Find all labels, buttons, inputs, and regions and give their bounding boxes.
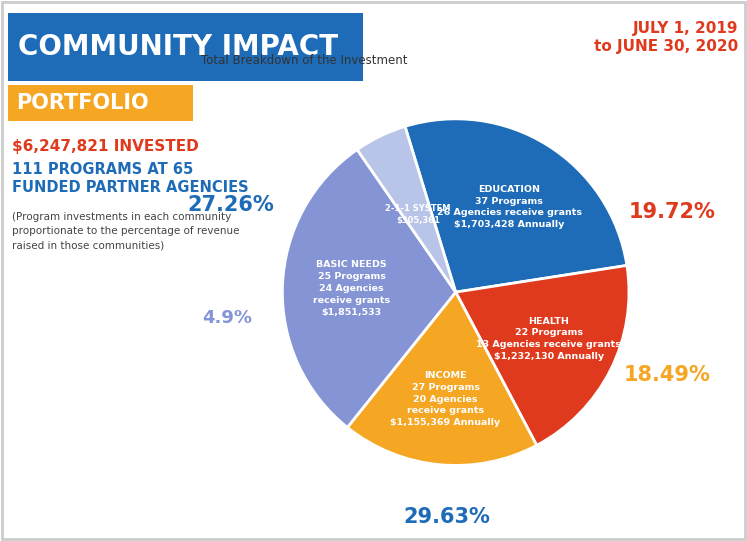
Text: PORTFOLIO: PORTFOLIO [16,93,149,113]
Text: COMMUNITY IMPACT: COMMUNITY IMPACT [18,33,338,61]
Wedge shape [347,292,536,465]
Text: HEALTH
22 Programs
13 Agencies receive grants
$1,232,130 Annually: HEALTH 22 Programs 13 Agencies receive g… [476,316,621,361]
Text: Total Breakdown of the Investment: Total Breakdown of the Investment [201,54,407,67]
Text: 111 PROGRAMS AT 65: 111 PROGRAMS AT 65 [12,162,193,176]
Text: 2-1-1 SYSTEM
$305,361: 2-1-1 SYSTEM $305,361 [385,204,450,225]
Text: EDUCATION
37 Programs
26 Agencies receive grants
$1,703,428 Annually: EDUCATION 37 Programs 26 Agencies receiv… [436,185,581,229]
Text: $6,247,821 INVESTED: $6,247,821 INVESTED [12,138,199,154]
Wedge shape [405,119,627,292]
Text: (Program investments in each community
proportionate to the percentage of revenu: (Program investments in each community p… [12,212,240,250]
Bar [8,13,363,81]
Wedge shape [282,149,456,427]
Text: FUNDED PARTNER AGENCIES: FUNDED PARTNER AGENCIES [12,180,249,195]
Text: to JUNE 30, 2020: to JUNE 30, 2020 [594,38,738,54]
Text: 29.63%: 29.63% [403,507,491,527]
Text: BASIC NEEDS
25 Programs
24 Agencies
receive grants
$1,851,533: BASIC NEEDS 25 Programs 24 Agencies rece… [313,260,391,316]
Wedge shape [357,127,456,292]
Text: 27.26%: 27.26% [187,195,273,215]
Text: INCOME
27 Programs
20 Agencies
receive grants
$1,155,369 Annually: INCOME 27 Programs 20 Agencies receive g… [391,371,500,427]
Text: 19.72%: 19.72% [629,202,716,222]
Text: 4.9%: 4.9% [202,309,252,327]
Bar [8,85,193,121]
Wedge shape [456,266,629,445]
Text: 18.49%: 18.49% [624,365,710,385]
Text: JULY 1, 2019: JULY 1, 2019 [633,22,738,36]
